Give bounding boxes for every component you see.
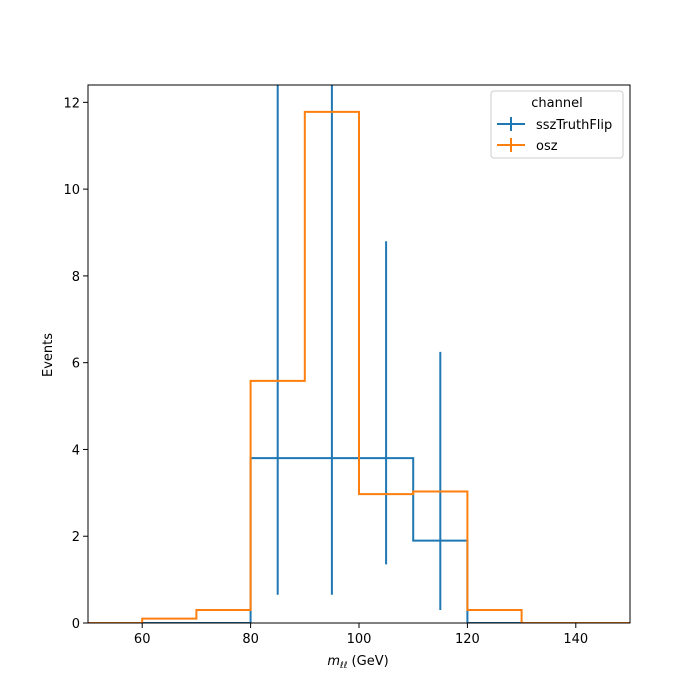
y-tick-label: 2	[72, 530, 80, 545]
y-axis-label: Events	[41, 333, 56, 377]
x-axis-label: mℓℓ (GeV)	[327, 654, 388, 671]
x-tick-label: 120	[455, 632, 480, 647]
x-tick-label: 140	[563, 632, 588, 647]
plot-area	[88, 85, 630, 623]
x-axis-label-unit: (GeV)	[347, 654, 388, 669]
legend: channel sszTruthFlip osz	[490, 90, 624, 159]
series-group	[88, 85, 630, 623]
legend-entries: sszTruthFlip osz	[497, 117, 612, 154]
axes: 60 80 100 120 140 0 2 4 6 8 10 12	[63, 84, 631, 647]
legend-label-osz: osz	[536, 139, 558, 154]
series-line-osz	[88, 110, 630, 623]
y-tick-label: 6	[72, 357, 80, 372]
legend-box	[490, 90, 624, 159]
x-axis-label-main: m	[327, 654, 340, 669]
y-tick-label: 10	[63, 183, 80, 198]
x-tick-label: 80	[242, 632, 259, 647]
x-tick-label: 60	[134, 632, 151, 647]
legend-title: channel	[531, 96, 582, 111]
y-tick-label: 12	[63, 96, 80, 111]
y-tick-label: 0	[72, 617, 80, 632]
y-tick-label: 4	[72, 443, 80, 458]
legend-label-sszTruthFlip: sszTruthFlip	[536, 118, 612, 133]
x-tick-label: 100	[347, 632, 372, 647]
y-tick-label: 8	[72, 270, 80, 285]
x-axis-label-sub: ℓℓ	[339, 661, 347, 671]
